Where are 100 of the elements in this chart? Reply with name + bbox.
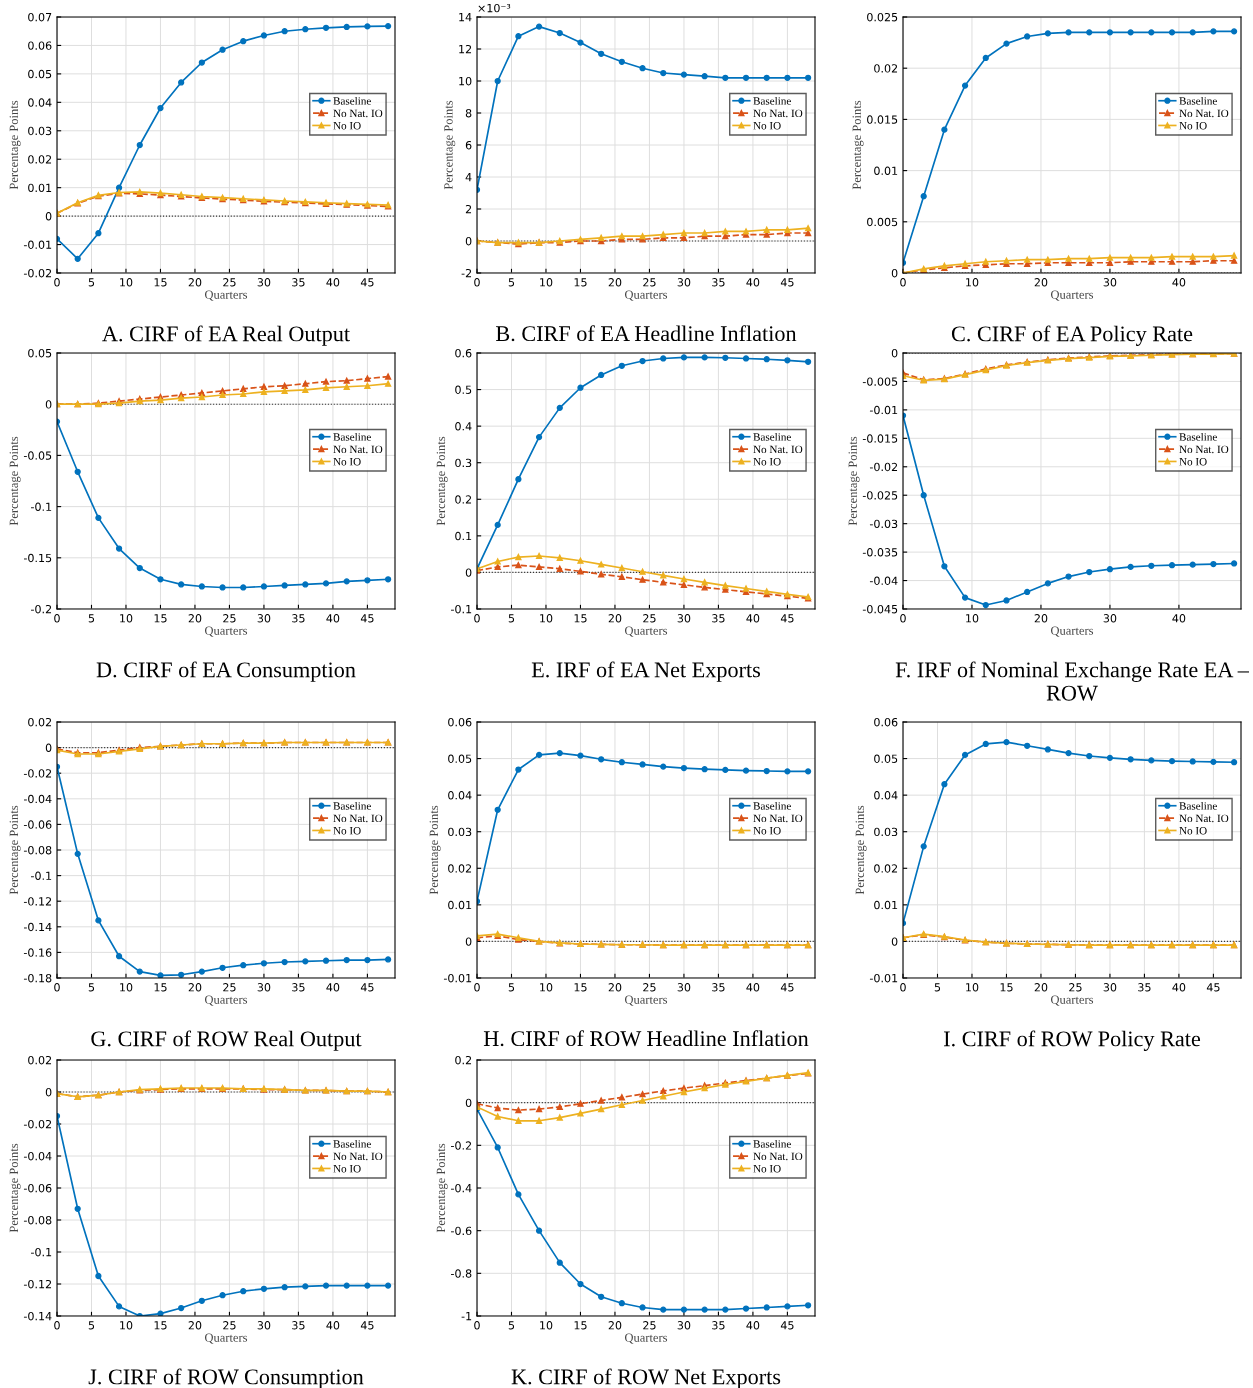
y-tick-label: 10: [459, 76, 472, 86]
x-tick-label: 10: [120, 983, 133, 992]
y-tick-label: 0.2: [455, 495, 472, 504]
x-tick-label: 20: [1034, 983, 1048, 992]
y-tick-label: 0.05: [28, 348, 52, 358]
y-tick-label: -0.03: [869, 519, 898, 529]
x-tick-label: 25: [223, 1321, 236, 1330]
x-tick-label: 10: [120, 278, 133, 287]
y-tick-label: -0.01: [869, 973, 898, 983]
y-tick-label: 2: [465, 204, 472, 214]
x-tick-label: 0: [900, 278, 906, 287]
x-tick-label: 10: [966, 983, 979, 992]
y-tick-label: 0.04: [448, 791, 472, 800]
x-axis-title: Quarters: [205, 626, 248, 637]
y-tick-label: -0.6: [451, 1226, 472, 1236]
x-tick-label: 0: [54, 614, 60, 623]
legend-label: No IO: [753, 1164, 781, 1173]
text: J. CIRF of ROW Consumption: [88, 1368, 364, 1388]
legend-label: No IO: [753, 826, 781, 835]
legend-label: Baseline: [333, 432, 371, 441]
legend-label: No Nat. IO: [333, 1152, 383, 1161]
y-tick-label: 0.05: [874, 754, 898, 763]
y-tick-label: 0: [891, 937, 898, 946]
y-tick-label: 0.05: [28, 69, 52, 79]
y-tick-label: -0.06: [23, 820, 52, 829]
x-tick-label: 20: [608, 1321, 622, 1330]
x-tick-label: 25: [223, 278, 236, 287]
x-tick-label: 45: [1206, 983, 1220, 992]
y-tick-label: 12: [459, 44, 472, 54]
y-tick-label: 0.005: [867, 217, 898, 227]
legend-label: No IO: [1179, 826, 1207, 835]
x-tick-label: 30: [257, 1321, 271, 1330]
x-tick-label: 0: [54, 1321, 60, 1330]
y-tick-label: 0.02: [28, 1055, 52, 1065]
x-tick-label: 45: [780, 1321, 794, 1330]
y-tick-label: -0.02: [23, 1119, 52, 1129]
legend-label: Baseline: [1179, 96, 1217, 105]
legend-label: No Nat. IO: [753, 109, 803, 118]
text: H. CIRF of ROW Headline Inflation: [483, 1030, 809, 1047]
x-tick-label: 30: [1103, 278, 1117, 287]
y-tick-label: -0.05: [23, 451, 52, 460]
y-tick-label: -0.14: [23, 1311, 52, 1321]
y-tick-label: -0.035: [862, 548, 898, 557]
x-tick-label: 20: [188, 983, 202, 992]
x-tick-label: 15: [574, 614, 587, 623]
y-tick-label: -0.08: [23, 1215, 52, 1225]
x-tick-label: 25: [1069, 983, 1082, 992]
x-tick-label: 25: [223, 614, 236, 623]
x-tick-label: 25: [643, 1321, 656, 1330]
y-tick-label: 8: [465, 108, 472, 118]
x-tick-label: 40: [1172, 983, 1186, 992]
y-axis-title: Percentage Points: [444, 100, 456, 190]
y-tick-label: -0.8: [451, 1269, 472, 1278]
y-tick-label: 0: [465, 236, 472, 246]
y-axis-title: Percentage Points: [855, 805, 867, 895]
legend-label: Baseline: [333, 801, 371, 810]
y-tick-label: -0.02: [23, 769, 52, 778]
legend-label: No Nat. IO: [1179, 445, 1229, 454]
y-tick-label: -1: [461, 1312, 472, 1321]
y-tick-label: 0.06: [448, 717, 472, 727]
y-tick-label: 0.2: [455, 1055, 472, 1065]
y-tick-label: -0.02: [869, 462, 898, 472]
text: G. CIRF of ROW Real Output: [91, 1030, 362, 1051]
x-tick-label: 10: [540, 278, 553, 287]
y-tick-label: 0.04: [874, 791, 898, 800]
legend-label: Baseline: [1179, 801, 1217, 810]
legend-label: No Nat. IO: [1179, 814, 1229, 823]
y-tick-label: 0.025: [867, 12, 898, 22]
x-tick-label: 25: [643, 278, 656, 287]
x-tick-label: 20: [608, 278, 622, 287]
x-tick-label: 0: [900, 614, 906, 623]
y-tick-label: -0.01: [869, 405, 898, 415]
x-tick-label: 35: [292, 983, 305, 992]
text: I. CIRF of ROW Policy Rate: [943, 1030, 1201, 1051]
y-tick-label: -0.2: [31, 604, 52, 614]
y-tick-label: -0.06: [23, 1183, 52, 1193]
x-tick-label: 5: [508, 983, 515, 992]
x-tick-label: 10: [120, 1321, 133, 1330]
y-tick-label: 0.02: [874, 64, 898, 73]
x-tick-label: 10: [540, 1321, 553, 1330]
x-tick-label: 15: [574, 983, 587, 992]
x-tick-label: 5: [508, 1321, 515, 1330]
legend-label: No IO: [753, 457, 781, 466]
y-tick-label: 0: [465, 937, 472, 946]
legend-label: No IO: [333, 457, 361, 466]
x-tick-label: 20: [1034, 614, 1048, 623]
x-tick-label: 30: [1103, 614, 1117, 623]
text: ×10⁻³: [478, 3, 511, 13]
x-tick-label: 40: [326, 614, 340, 623]
legend-label: No Nat. IO: [753, 814, 803, 823]
y-tick-label: -2: [461, 268, 472, 278]
legend-label: Baseline: [753, 1139, 791, 1148]
x-tick-label: 20: [608, 983, 622, 992]
x-tick-label: 10: [120, 614, 133, 623]
x-tick-label: 35: [712, 1321, 725, 1330]
x-tick-label: 30: [677, 614, 691, 623]
y-tick-label: 0.5: [455, 385, 472, 394]
x-tick-label: 30: [677, 278, 691, 287]
y-tick-label: -0.04: [869, 576, 898, 585]
y-tick-label: 0.4: [455, 422, 472, 431]
